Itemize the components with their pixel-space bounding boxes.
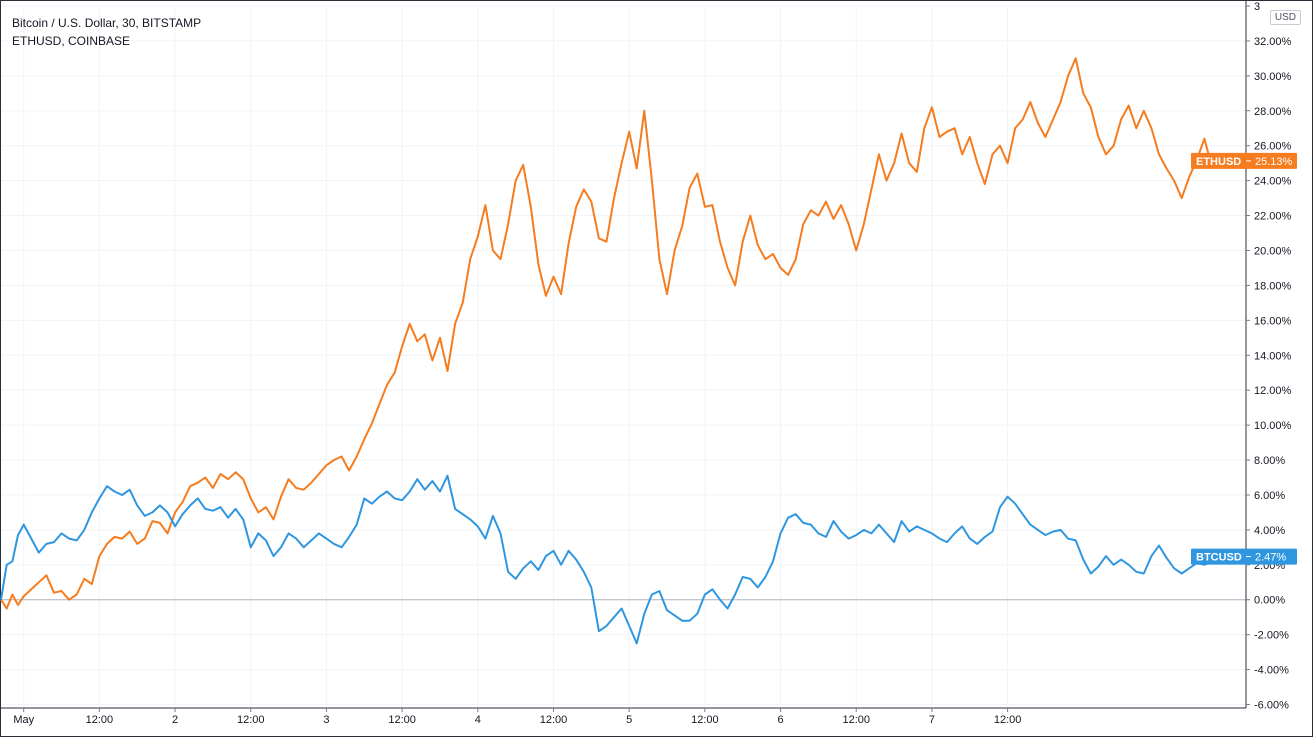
y-tick-label: 26.00% <box>1254 141 1292 153</box>
x-tick-label: 5 <box>626 714 632 726</box>
x-tick-label: 3 <box>323 714 329 726</box>
y-tick-label: 16.00% <box>1254 315 1292 327</box>
y-tick-label: 4.00% <box>1254 525 1285 537</box>
y-tick-label: 22.00% <box>1254 211 1292 223</box>
y-tick-label: 6.00% <box>1254 490 1285 502</box>
x-tick-label: 2 <box>172 714 178 726</box>
x-tick-label: 12:00 <box>388 714 416 726</box>
x-tick-label: 12:00 <box>237 714 265 726</box>
x-tick-label: 7 <box>929 714 935 726</box>
y-tick-label: -4.00% <box>1254 665 1289 677</box>
legend: Bitcoin / U.S. Dollar, 30, BITSTAMP ETHU… <box>12 14 201 50</box>
y-tick-label: -2.00% <box>1254 630 1289 642</box>
y-tick-label: 8.00% <box>1254 455 1285 467</box>
series-last-value: 2.47% <box>1255 552 1286 564</box>
grid <box>1 5 1246 708</box>
y-tick-label: 32.00% <box>1254 36 1292 48</box>
x-tick-label: 6 <box>777 714 783 726</box>
price-axis[interactable]: -6.00%-4.00%-2.00%0.00%2.00%4.00%6.00%8.… <box>1246 1 1292 712</box>
y-tick-label: -6.00% <box>1254 700 1289 712</box>
y-tick-label: 12.00% <box>1254 385 1292 397</box>
y-tick-label: 3 <box>1254 1 1260 13</box>
last-value-tag-btcusd <box>1191 548 1297 565</box>
series-line-btcusd[interactable] <box>0 474 1228 645</box>
time-axis[interactable]: May 12:00 2 12:00 3 12:00 4 12:00 5 12:00 6 12:00 7 1… <box>13 708 1021 726</box>
currency-button[interactable]: USD <box>1269 10 1301 25</box>
y-tick-label: 10.00% <box>1254 420 1292 432</box>
x-tick-label: May <box>13 714 34 726</box>
x-tick-label: 4 <box>475 714 481 726</box>
last-value-tags: ETHUSD 25.13% BTCUSD 2.47% <box>1191 152 1297 565</box>
series-lines <box>0 57 1228 645</box>
y-tick-label: 14.00% <box>1254 350 1292 362</box>
series-last-value: 25.13% <box>1255 156 1293 168</box>
x-tick-label: 12:00 <box>842 714 870 726</box>
y-tick-label: 20.00% <box>1254 245 1292 257</box>
y-tick-label: 18.00% <box>1254 280 1292 292</box>
x-tick-label: 12:00 <box>691 714 719 726</box>
y-tick-label: 28.00% <box>1254 106 1292 118</box>
series-name-label: BTCUSD <box>1196 552 1242 564</box>
series-name-label: ETHUSD <box>1196 156 1241 168</box>
x-tick-label: 12:00 <box>540 714 568 726</box>
last-value-tag-ethusd <box>1191 152 1297 169</box>
y-tick-label: 0.00% <box>1254 595 1285 607</box>
series-line-ethusd[interactable] <box>0 57 1228 610</box>
x-tick-label: 12:00 <box>86 714 114 726</box>
y-tick-label: 24.00% <box>1254 176 1292 188</box>
y-tick-label: 30.00% <box>1254 71 1292 83</box>
legend-secondary-symbol[interactable]: ETHUSD, COINBASE <box>12 34 131 48</box>
legend-primary-symbol[interactable]: Bitcoin / U.S. Dollar, 30, BITSTAMP <box>12 16 202 30</box>
x-tick-label: 12:00 <box>994 714 1022 726</box>
